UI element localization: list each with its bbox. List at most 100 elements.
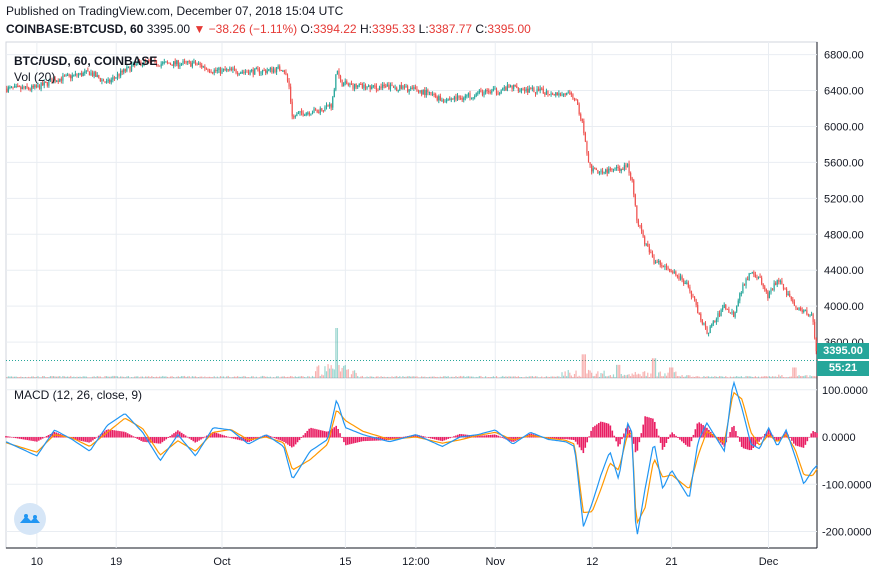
volume-bar (648, 377, 650, 378)
macd-histogram-bar (632, 437, 635, 444)
candle-body (810, 314, 813, 316)
candle-body (782, 284, 785, 289)
volume-bar (812, 375, 814, 378)
candle-body (366, 86, 368, 89)
candle-body (523, 89, 526, 91)
volume-bar (564, 371, 566, 378)
volume-bar (322, 375, 324, 378)
macd-histogram-bar (339, 433, 341, 438)
candle-body (210, 71, 212, 73)
macd-tick-label: -200.0000 (822, 526, 872, 538)
macd-histogram-bar (482, 435, 484, 438)
macd-histogram-bar (304, 433, 307, 438)
volume-bar (159, 376, 161, 378)
volume-bar (246, 377, 248, 378)
candle-body (62, 75, 64, 81)
volume-bar (639, 374, 641, 378)
macd-histogram-bar (391, 437, 393, 440)
macd-histogram-bar (661, 437, 664, 450)
macd-histogram-bar (814, 431, 816, 438)
candle-body (765, 289, 767, 292)
volume-bar (29, 377, 31, 378)
macd-histogram-bar (735, 431, 737, 438)
candle-body (169, 63, 172, 65)
volume-bar (400, 377, 402, 378)
candle-body (734, 311, 736, 317)
macd-histogram-bar (188, 437, 191, 439)
volume-bar (775, 376, 777, 378)
candle-body (793, 302, 795, 306)
candle-body (538, 88, 540, 91)
volume-bar (7, 376, 9, 378)
volume-bar (598, 376, 601, 378)
volume-bar (804, 375, 806, 378)
macd-histogram-bar (796, 437, 799, 447)
candle-body (640, 225, 643, 231)
candle-body (400, 85, 402, 89)
candle-body (728, 309, 730, 313)
volume-bar (623, 374, 625, 378)
volume-bar (714, 376, 716, 378)
volume-bar (52, 376, 55, 378)
macd-histogram-bar (754, 437, 757, 446)
candle-body (316, 109, 318, 113)
price-tick-label: 5200.00 (824, 193, 864, 205)
time-tick-label: 19 (110, 556, 122, 568)
candle-body (93, 72, 95, 77)
candle-body (615, 167, 618, 169)
volume-bar (586, 373, 588, 378)
candle-body (346, 81, 348, 85)
volume-bar (54, 376, 56, 378)
volume-bar (219, 376, 222, 378)
macd-histogram-bar (14, 437, 17, 439)
macd-histogram-bar (234, 437, 237, 440)
volume-bar (681, 375, 683, 378)
macd-histogram-bar (582, 437, 585, 454)
macd-histogram-bar (592, 427, 594, 438)
volume-bar (126, 376, 128, 378)
candle-body (547, 90, 549, 95)
macd-histogram-bar (346, 437, 349, 445)
volume-bar (637, 373, 640, 378)
volume-bar (410, 376, 412, 378)
volume-bar (449, 377, 451, 378)
macd-histogram-bar (292, 437, 295, 447)
volume-legend: Vol (20) (14, 70, 56, 84)
volume-bar (12, 376, 14, 378)
macd-histogram-bar (439, 437, 442, 441)
volume-bar (809, 375, 811, 378)
candle-body (804, 310, 806, 312)
volume-bar (388, 376, 390, 378)
candle-body (275, 67, 278, 73)
candle-body (427, 90, 429, 93)
volume-bar (324, 366, 326, 378)
candle-body (489, 92, 491, 94)
candle-body (46, 82, 48, 86)
volume-bar (445, 376, 448, 378)
macd-histogram-bar (441, 437, 444, 442)
candle-body (389, 84, 392, 90)
macd-histogram-bar (287, 437, 289, 445)
macd-histogram-bar (18, 437, 21, 439)
macd-histogram-bar (316, 429, 318, 438)
candle-body (497, 93, 499, 95)
volume-bar (438, 377, 440, 378)
candle-body (282, 70, 284, 72)
candle-body (96, 75, 98, 77)
candle-body (123, 69, 125, 73)
volume-bar (497, 377, 499, 378)
candle-body (511, 85, 513, 89)
candle-body (778, 280, 780, 282)
volume-bar (283, 376, 285, 378)
volume-bar (202, 377, 204, 378)
volume-bar (717, 377, 719, 378)
candle-body (339, 76, 342, 80)
candle-body (736, 306, 738, 312)
candle-body (584, 133, 586, 142)
volume-bar (21, 377, 23, 378)
volume-bar (57, 376, 59, 378)
candle-body (785, 288, 788, 295)
volume-bar (201, 376, 203, 378)
candle-body (310, 113, 312, 115)
